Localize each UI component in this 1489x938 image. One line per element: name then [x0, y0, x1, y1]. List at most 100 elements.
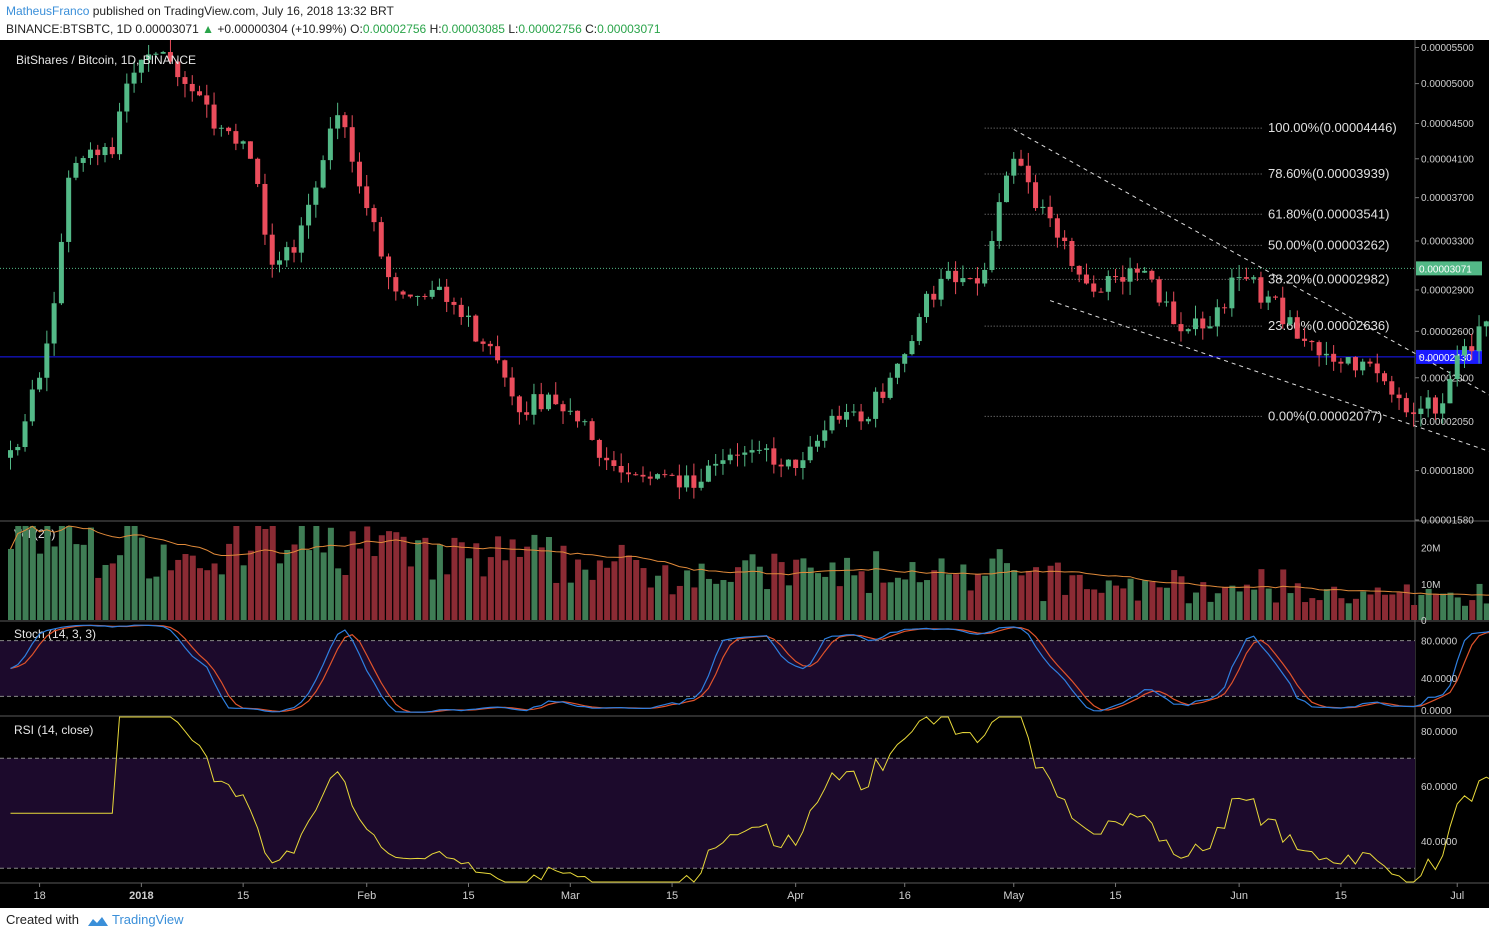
candle-body: [1127, 268, 1133, 282]
price-tick-label-10: 0.00001800: [1421, 466, 1474, 477]
time-tick-label-1: 2018: [129, 890, 153, 902]
price-tick-label-2: 0.00004500: [1421, 119, 1474, 130]
chart-frame[interactable]: 0.00005500 0.00005000 0.00004500 0.00004100…: [0, 39, 1489, 908]
volume-bar: [44, 526, 51, 620]
candle-body: [51, 303, 57, 344]
candle-body: [364, 186, 370, 209]
time-tick-label-6: 15: [666, 890, 678, 902]
fib-label-1: 78.60%(0.00003939): [1268, 166, 1389, 181]
price-tick-label-3: 0.00004100: [1421, 154, 1474, 165]
volume-bar: [1360, 591, 1367, 620]
volume-bar: [1178, 576, 1185, 620]
volume-bar: [575, 559, 582, 620]
volume-bar: [298, 526, 305, 620]
volume-bar: [473, 543, 480, 620]
volume-bar: [836, 586, 843, 620]
candle-body: [320, 160, 326, 188]
candle-body: [516, 396, 522, 413]
open-label: O:: [350, 22, 363, 36]
volume-bar: [538, 547, 545, 620]
candle-body: [298, 225, 304, 253]
volume-bar: [1113, 585, 1120, 620]
volume-bar: [182, 554, 189, 620]
volume-bar: [15, 526, 22, 620]
volume-bar: [95, 577, 102, 620]
volume-bar: [1222, 586, 1229, 620]
candle-body: [945, 270, 951, 279]
volume-bar: [960, 564, 967, 620]
candle-body: [509, 377, 515, 397]
candle-body: [640, 474, 646, 477]
low-label: L:: [508, 22, 519, 36]
candle-body: [204, 95, 210, 105]
volume-bar: [596, 560, 603, 620]
candle-body: [1265, 296, 1271, 303]
volume-bar: [1127, 578, 1134, 620]
volume-bar: [931, 570, 938, 620]
volume-bar: [989, 558, 996, 620]
volume-bar: [691, 587, 698, 620]
volume-bar: [887, 582, 894, 620]
time-tick-label-2: 15: [237, 890, 249, 902]
last-price: 0.00003071: [135, 22, 199, 36]
volume-bar: [197, 568, 204, 620]
candle-body: [1483, 321, 1489, 327]
published-text: published on TradingView.com, July 16, 2…: [92, 4, 394, 18]
volume-bar: [37, 553, 44, 620]
candle-body: [545, 394, 551, 410]
volume-bar: [742, 560, 749, 620]
candle-body: [1040, 206, 1046, 209]
volume-bar: [480, 576, 487, 620]
low-value: 0.00002756: [518, 22, 582, 36]
candle-body: [676, 475, 682, 488]
price-tick-label-0: 0.00005500: [1421, 43, 1474, 54]
candle-body: [720, 460, 726, 464]
volume-bar: [444, 574, 451, 620]
candle-body: [1083, 274, 1089, 284]
candle-body: [1411, 412, 1417, 415]
chart-canvas[interactable]: 0.00005500 0.00005000 0.00004500 0.00004100…: [0, 39, 1489, 908]
candle-body: [1280, 297, 1286, 325]
volume-bar: [698, 563, 705, 620]
tradingview-brand-link[interactable]: TradingView: [112, 912, 184, 927]
volume-bar: [291, 544, 298, 620]
volume-bar: [1374, 587, 1381, 620]
volume-bar: [1272, 602, 1279, 620]
volume-bar: [1352, 598, 1359, 620]
candle-body: [284, 247, 290, 261]
candle-body: [1425, 397, 1431, 409]
volume-bar: [1469, 600, 1476, 620]
candle-body: [1142, 270, 1148, 273]
volume-bar: [364, 526, 371, 620]
candle-body: [596, 439, 602, 458]
candle-body: [807, 446, 813, 461]
volume-bar: [851, 575, 858, 620]
volume-bar: [1411, 605, 1418, 620]
author-link[interactable]: MatheusFranco: [6, 4, 90, 18]
volume-bar: [124, 526, 131, 620]
candle-body: [109, 146, 115, 155]
volume-tick-label-1: 10M: [1421, 580, 1440, 591]
volume-bar: [1163, 587, 1170, 620]
candle-body: [931, 293, 937, 300]
candle-body: [211, 104, 217, 129]
volume-bar: [822, 576, 829, 620]
candle-body: [785, 459, 791, 467]
candle-body: [691, 475, 697, 488]
volume-bar: [516, 556, 523, 620]
candle-body: [1149, 270, 1155, 280]
volume-bar: [880, 582, 887, 620]
volume-bar: [814, 573, 821, 620]
volume-bar: [1345, 603, 1352, 620]
candle-body: [1156, 279, 1162, 303]
volume-bar: [1018, 575, 1025, 620]
candle-body: [1105, 276, 1111, 292]
volume-bar: [1258, 569, 1265, 620]
candle-body: [1323, 353, 1329, 356]
volume-bar: [771, 553, 778, 620]
volume-bar: [422, 537, 429, 620]
volume-bar: [1389, 594, 1396, 620]
candle-body: [764, 448, 770, 450]
candle-body: [415, 295, 421, 297]
candle-body: [894, 363, 900, 378]
